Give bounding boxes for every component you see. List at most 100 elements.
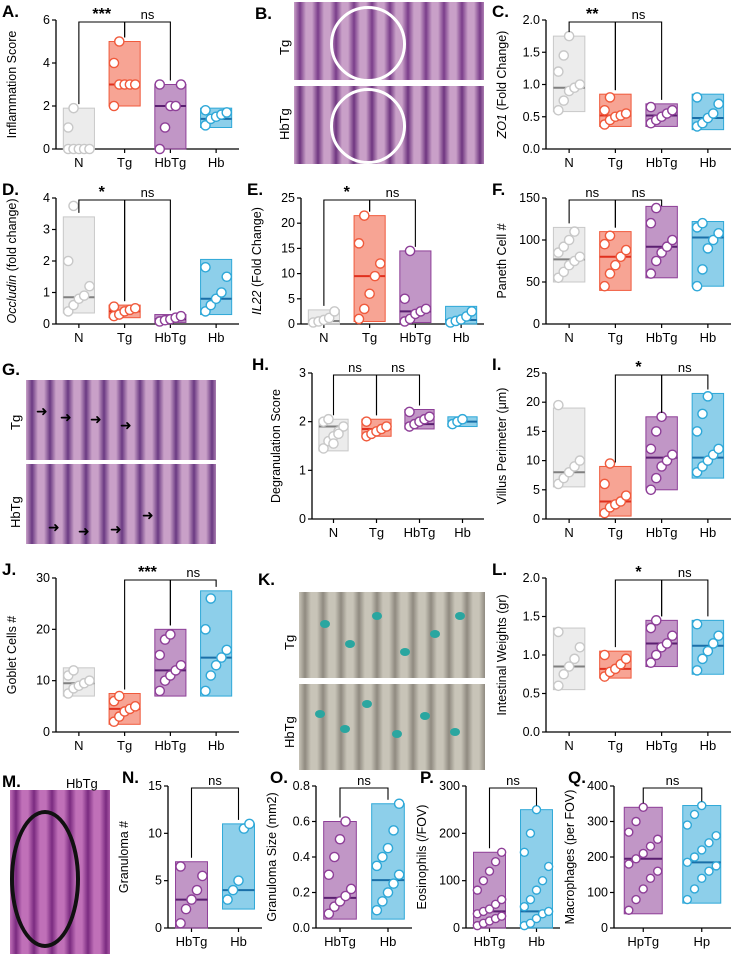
significance-bracket [488,787,538,849]
chart-n: N. 0 5 10 15 Granuloma # HbTg Hb ns [117,768,262,949]
data-point [216,287,227,298]
data-point [650,472,662,484]
data-point [691,92,703,103]
data-point [620,244,632,256]
panel-label: K. [258,570,275,589]
y-axis-label: Macrophages (per FOV) [563,790,577,925]
data-point [404,245,416,257]
data-point [490,899,501,910]
chart-q: Q. 0 100 200 300 400 Macrophages (per FOV) HpTg… [563,768,731,949]
arrow-icon: ➜ [90,412,102,428]
arrow-icon: ➜ [36,404,48,420]
significance-bracket [169,579,217,626]
x-tick-label: HbTg [324,934,356,949]
x-tick-label: N [564,330,573,345]
data-point [345,883,357,895]
histology-hbtg [26,464,216,544]
y-tick-label: 0 [288,317,295,331]
data-point [645,841,656,852]
data-point [210,659,222,671]
x-tick-label: N [564,525,573,540]
data-point [129,701,141,712]
data-point [697,653,708,665]
box-tg [108,41,141,107]
data-point [227,884,239,896]
significance-label: ns [506,773,520,788]
y-tick-label: 1.5 [523,610,540,624]
data-point [388,825,399,836]
goblet-cell [362,700,372,708]
data-point [624,827,634,837]
y-tick-label: 0.2 [293,886,310,900]
data-point [620,108,632,119]
data-point [558,95,570,106]
data-point [645,873,656,884]
data-point [543,861,554,872]
data-point [388,878,399,889]
significance-label: ns [141,7,155,22]
data-point [553,66,564,77]
chart-i: I. 0 5 10 15 20 25 Villus Perimeter (μm) N Tg HbTg… [492,355,731,540]
data-point [84,143,95,155]
box-n [552,627,586,691]
chart-p: P. 0 100 200 300 Eosinophils (/FOV) HbTg Hb ns [415,768,560,949]
data-point [329,306,340,317]
box-hb [200,590,233,697]
data-point [496,847,507,857]
data-point [519,847,530,857]
significance-label: ns [678,565,692,580]
y-tick-label: 0.4 [293,850,310,864]
box-n [62,107,95,150]
data-point [574,642,586,653]
goblet-cell [420,712,430,720]
y-tick-label: 2 [299,415,306,429]
panel-label: J. [2,560,16,579]
significance-label: ns [391,360,405,375]
y-tick-label: 10 [526,454,540,468]
data-point [484,866,495,876]
data-point [323,869,335,881]
x-tick-label: HbTg [399,330,431,345]
significance-label: ns [666,773,680,788]
y-tick-label: 3 [299,366,306,380]
data-point [108,301,120,312]
x-tick-label: HbTg [646,330,678,345]
data-point [377,896,388,907]
data-point [702,391,714,402]
data-point [175,917,186,929]
data-point [697,264,708,275]
arrow-icon: ➜ [78,524,90,540]
y-tick-label: 25 [281,191,295,205]
x-tick-label: N [564,155,573,170]
data-point [170,100,181,112]
data-point [537,875,548,886]
data-point [496,911,507,921]
data-point [713,227,724,239]
data-point [604,92,616,103]
data-point [691,426,703,437]
x-tick-label: Hb [700,330,717,345]
data-point [222,894,233,905]
chart-e: E. 0 5 10 15 20 25 IL22 (Fold Change) N Tg HbTg Hb *… [247,180,484,345]
data-point [490,857,501,867]
data-point [84,675,95,686]
chart-c: C. 0.0 0.5 1.0 1.5 2.0 ZO1 (Fold Change) N Tg HbT… [492,2,731,170]
y-tick-label: 100 [587,886,608,900]
y-tick-label: 300 [587,815,608,829]
data-point [691,665,703,676]
data-point [610,259,621,271]
data-point [697,217,708,229]
y-tick-label: 0 [601,921,608,935]
y-tick-label: 4 [43,56,50,70]
data-point [399,293,411,305]
x-tick-label: HpTg [627,934,659,949]
data-point [661,638,673,649]
data-point [650,649,662,661]
data-point [645,657,657,668]
data-point [667,630,678,642]
chart-h: H. 0 1 2 3 Degranulation Score N Tg HbTg Hb ns ns [252,355,484,540]
data-point [377,851,388,863]
y-tick-label: 4 [43,191,50,205]
data-point [553,105,564,116]
histology-hbtg [299,684,485,770]
